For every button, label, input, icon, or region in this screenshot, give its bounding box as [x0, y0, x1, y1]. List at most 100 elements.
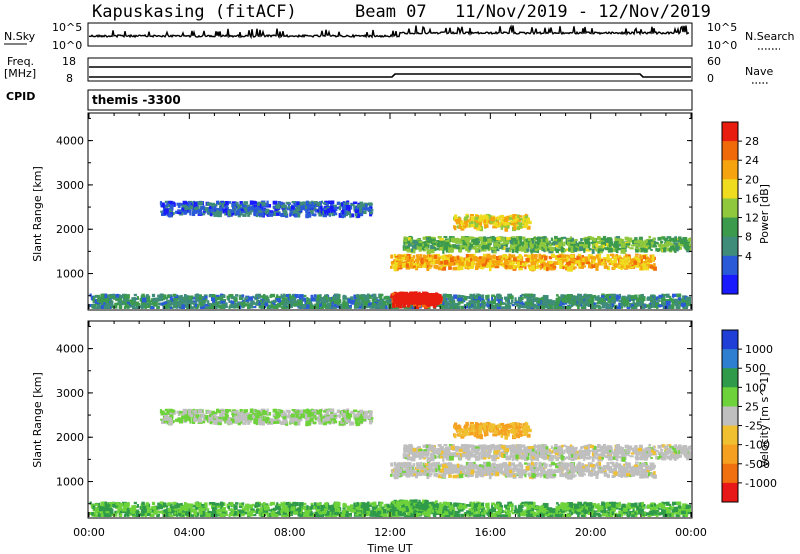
power-echo: [391, 302, 396, 308]
power-echo: [515, 246, 519, 252]
power-echo: [331, 296, 335, 302]
power-echo: [443, 306, 448, 309]
velocity-echo: [307, 412, 312, 418]
power-echo: [254, 201, 258, 205]
power-echo: [571, 237, 574, 242]
velocity-echo: [345, 412, 351, 418]
velocity-echo: [193, 415, 197, 421]
power-echo: [448, 266, 452, 270]
power-echo: [487, 262, 491, 266]
power-echo: [467, 224, 471, 228]
power-echo: [211, 294, 216, 298]
power-echo: [440, 298, 446, 301]
power-echo: [454, 219, 458, 223]
power-echo: [408, 237, 412, 241]
power-echo: [286, 293, 290, 297]
power-echo: [486, 300, 490, 303]
power-echo: [573, 245, 576, 250]
power-echo: [228, 201, 232, 204]
power-echo: [183, 303, 189, 308]
power-echo: [603, 262, 608, 268]
power-echo: [202, 305, 206, 309]
power-echo: [526, 254, 532, 259]
velocity-echo: [178, 412, 184, 415]
power-echo: [263, 299, 269, 303]
power-echo: [446, 243, 450, 247]
power-echo: [458, 226, 461, 229]
power-echo: [566, 299, 571, 303]
velocity-echo: [225, 408, 229, 414]
power-echo: [636, 298, 640, 302]
velocity-echo: [330, 410, 334, 415]
power-echo: [380, 305, 385, 309]
power-echo: [489, 300, 494, 304]
power-echo: [310, 204, 315, 209]
power-echo: [108, 300, 111, 304]
power-echo: [254, 302, 257, 306]
velocity-echo: [357, 410, 361, 414]
power-echo: [412, 255, 416, 259]
power-echo: [559, 265, 564, 269]
power-echo: [478, 256, 482, 260]
power-echo: [591, 298, 595, 304]
cpid-panel: CPID themis -3300: [6, 89, 693, 111]
power-echo: [468, 220, 474, 225]
power-echo: [630, 244, 635, 247]
velocity-echo: [362, 414, 367, 419]
power-echo: [460, 220, 463, 225]
power-echo: [504, 222, 507, 226]
velocity-echo: [333, 412, 337, 415]
power-echo: [539, 242, 545, 247]
power-echo: [478, 297, 481, 302]
power-echo: [442, 293, 448, 297]
power-echo: [531, 257, 534, 261]
freq-panel: Freq. [MHz] 18 8 60 0 Nave: [4, 55, 773, 85]
power-echo: [342, 305, 346, 309]
power-echo: [503, 296, 509, 300]
power-echo: [451, 256, 455, 259]
power-echo: [532, 299, 537, 302]
power-echo: [572, 296, 577, 302]
power-echo: [369, 294, 373, 298]
power-echo: [582, 265, 586, 268]
power-echo: [563, 236, 567, 239]
power-echo: [680, 301, 684, 305]
power-echo: [570, 257, 574, 262]
velocity-echo: [257, 410, 260, 415]
power-echo: [426, 249, 432, 255]
power-echo: [282, 306, 288, 309]
power-echo: [390, 294, 394, 298]
power-echo: [548, 299, 553, 304]
power-echo: [276, 294, 279, 298]
velocity-echo: [324, 417, 328, 422]
velocity-echo: [350, 421, 355, 426]
velocity-echo: [168, 408, 173, 413]
power-echo: [313, 200, 318, 204]
power-echo: [440, 248, 443, 251]
power-echo: [563, 299, 569, 303]
power-echo: [509, 261, 513, 267]
velocity-echo: [546, 469, 550, 472]
power-echo: [583, 258, 589, 262]
power-echo: [245, 299, 250, 302]
power-echo: [470, 224, 474, 228]
power-echo: [557, 260, 563, 265]
freq-label: Freq.: [7, 55, 34, 68]
power-echo: [585, 294, 591, 299]
power-echo: [638, 249, 641, 252]
power-echo: [583, 244, 589, 249]
velocity-echo: [534, 461, 538, 466]
power-echo: [470, 297, 476, 301]
power-echo: [440, 261, 444, 265]
power-echo: [511, 303, 515, 307]
power-echo: [254, 296, 257, 301]
power-echo: [444, 302, 449, 308]
power-echo: [306, 304, 310, 309]
power-echo: [392, 301, 397, 306]
power-echo: [240, 208, 244, 212]
power-echo: [619, 261, 625, 265]
power-echo: [164, 304, 169, 309]
power-echo: [251, 207, 256, 211]
power-echo: [202, 205, 205, 211]
power-echo: [279, 299, 284, 303]
